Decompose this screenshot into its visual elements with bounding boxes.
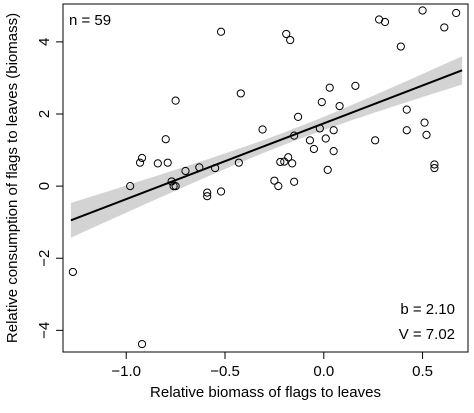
- data-point: [270, 176, 279, 185]
- data-point: [203, 188, 212, 197]
- data-point: [135, 158, 145, 167]
- data-point: [321, 134, 330, 143]
- regression-line: [70, 69, 463, 222]
- data-point: [380, 17, 390, 27]
- data-point: [276, 157, 285, 167]
- y-tick-label: 4: [36, 38, 53, 46]
- data-point: [126, 182, 135, 191]
- y-tick-label: −4: [36, 322, 53, 339]
- data-point: [203, 192, 212, 201]
- y-tick-label: −2: [36, 250, 53, 267]
- x-tick-label: 0.5: [412, 363, 433, 380]
- data-point: [396, 42, 405, 51]
- x-tick-label: 0.0: [313, 363, 334, 380]
- y-axis-label: Relative consumption of flags to leaves …: [4, 13, 21, 343]
- data-point: [211, 163, 220, 173]
- data-point: [171, 96, 180, 105]
- data-point: [169, 182, 178, 191]
- data-point: [418, 6, 427, 15]
- data-point: [288, 159, 297, 168]
- data-point: [329, 147, 338, 156]
- data-point: [420, 118, 429, 127]
- sample-size-annotation: n = 59: [69, 12, 111, 29]
- data-point: [258, 125, 267, 134]
- data-point: [315, 124, 324, 133]
- data-point: [137, 339, 147, 349]
- data-point: [305, 136, 315, 145]
- data-point: [329, 126, 338, 135]
- data-point: [430, 163, 439, 173]
- data-point: [290, 131, 299, 140]
- data-point: [317, 97, 326, 107]
- data-point: [422, 130, 431, 140]
- data-point: [284, 153, 293, 162]
- variance-annotation: V = 7.02: [399, 326, 455, 343]
- x-tick-label: −1.0: [111, 363, 141, 380]
- data-point: [153, 159, 162, 168]
- data-point: [452, 8, 461, 18]
- data-point: [171, 182, 180, 191]
- data-point: [371, 136, 380, 145]
- data-point: [351, 81, 360, 90]
- data-point: [137, 153, 147, 163]
- y-tick-label: 2: [36, 110, 53, 118]
- data-point: [163, 158, 172, 167]
- data-point: [402, 105, 411, 114]
- data-point: [402, 126, 411, 135]
- y-tick-label: 0: [36, 182, 53, 190]
- x-tick-label: −0.5: [210, 363, 240, 380]
- confidence-band: [70, 56, 463, 238]
- data-point: [195, 163, 204, 172]
- data-point: [274, 182, 283, 191]
- data-point: [68, 267, 77, 277]
- data-point: [325, 83, 334, 92]
- data-point: [430, 160, 439, 169]
- x-axis: −1.0 −0.5 0.0 0.5: [111, 352, 433, 380]
- data-point: [234, 158, 243, 167]
- confidence-band-layer: [70, 56, 463, 238]
- data-point: [236, 89, 245, 98]
- data-point: [335, 101, 344, 111]
- y-axis: −4 −2 0 2 4: [36, 38, 63, 339]
- plot-frame: [62, 3, 469, 353]
- data-point: [309, 144, 319, 154]
- slope-annotation: b = 2.10: [400, 301, 455, 318]
- data-point: [290, 177, 299, 186]
- data-point: [286, 35, 295, 45]
- data-point: [216, 27, 226, 36]
- data-points-layer: [68, 6, 461, 349]
- data-point: [282, 29, 291, 39]
- x-axis-label: Relative biomass of flags to leaves: [150, 384, 381, 401]
- data-point: [181, 166, 190, 176]
- data-point: [440, 23, 449, 32]
- data-point: [161, 135, 170, 144]
- data-point: [216, 187, 226, 196]
- regression-line-layer: [70, 69, 463, 222]
- data-point: [293, 112, 303, 121]
- data-point: [323, 165, 332, 174]
